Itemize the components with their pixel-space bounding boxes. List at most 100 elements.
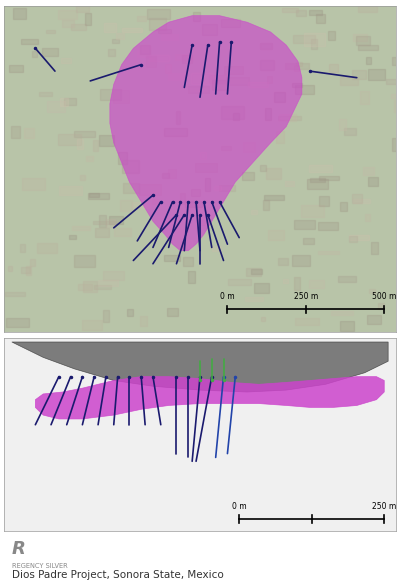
Bar [329,64,338,72]
Bar [301,205,324,216]
Bar [293,35,315,43]
Bar [221,19,240,27]
Bar [20,244,25,252]
Bar [83,281,97,292]
Bar [338,276,356,282]
Bar [22,178,45,190]
Bar [352,194,362,203]
Bar [95,228,109,237]
Bar [193,12,200,21]
Bar [267,76,272,83]
Bar [200,152,206,159]
Bar [175,54,193,61]
Bar [191,189,200,196]
Bar [89,193,99,197]
Bar [114,228,131,237]
Bar [304,33,325,46]
Bar [371,242,378,254]
Bar [120,201,132,211]
Bar [318,251,339,254]
Bar [88,194,109,199]
Text: R: R [12,540,26,558]
Bar [37,243,58,253]
Bar [161,34,178,40]
Bar [140,316,147,326]
Bar [266,168,281,178]
Bar [331,311,353,315]
Bar [74,131,95,136]
Bar [82,320,102,330]
Bar [146,56,156,67]
Bar [260,43,272,49]
Bar [394,100,400,112]
Bar [8,266,12,271]
Bar [69,235,76,240]
Bar [353,34,367,41]
Bar [165,65,171,73]
Bar [309,10,322,15]
Bar [76,139,82,149]
Bar [98,280,118,286]
Bar [94,220,116,224]
Bar [116,33,124,40]
Bar [26,266,31,275]
Bar [318,222,338,230]
Polygon shape [35,377,384,419]
Bar [296,62,302,66]
Bar [42,48,58,56]
Bar [307,179,328,189]
Bar [112,39,119,43]
Bar [74,255,95,267]
Bar [162,173,169,177]
Bar [183,257,192,266]
Bar [245,297,263,301]
Bar [138,184,161,195]
Bar [224,66,243,73]
Bar [191,73,213,84]
Bar [93,140,98,151]
Bar [363,167,374,175]
Bar [99,215,106,227]
Bar [6,318,29,327]
Bar [261,317,265,321]
Bar [349,237,357,241]
Bar [366,315,381,324]
Bar [209,75,228,83]
Bar [233,113,238,120]
Bar [392,138,400,151]
Bar [282,9,298,12]
Text: 500 m: 500 m [372,292,396,301]
Bar [30,259,34,266]
Bar [122,28,142,33]
Bar [202,24,217,36]
Bar [132,202,150,209]
Bar [294,220,315,229]
Bar [391,93,400,98]
Bar [122,160,139,173]
Bar [147,9,170,19]
Bar [71,24,86,30]
Bar [292,83,302,87]
Bar [356,36,370,45]
Bar [150,55,169,61]
Bar [85,13,91,25]
Bar [94,285,111,289]
Bar [104,23,116,32]
Bar [303,238,314,244]
Bar [103,271,124,280]
Bar [180,194,185,204]
Bar [62,20,74,27]
Bar [254,283,269,293]
Bar [58,135,81,145]
Bar [248,82,268,87]
Text: 250 m: 250 m [294,292,318,301]
Bar [205,178,210,191]
Bar [108,48,115,56]
Bar [137,46,150,57]
Bar [47,101,65,112]
Bar [221,146,231,150]
Bar [278,258,288,265]
Bar [196,213,208,223]
Bar [360,91,369,104]
Bar [221,106,244,119]
